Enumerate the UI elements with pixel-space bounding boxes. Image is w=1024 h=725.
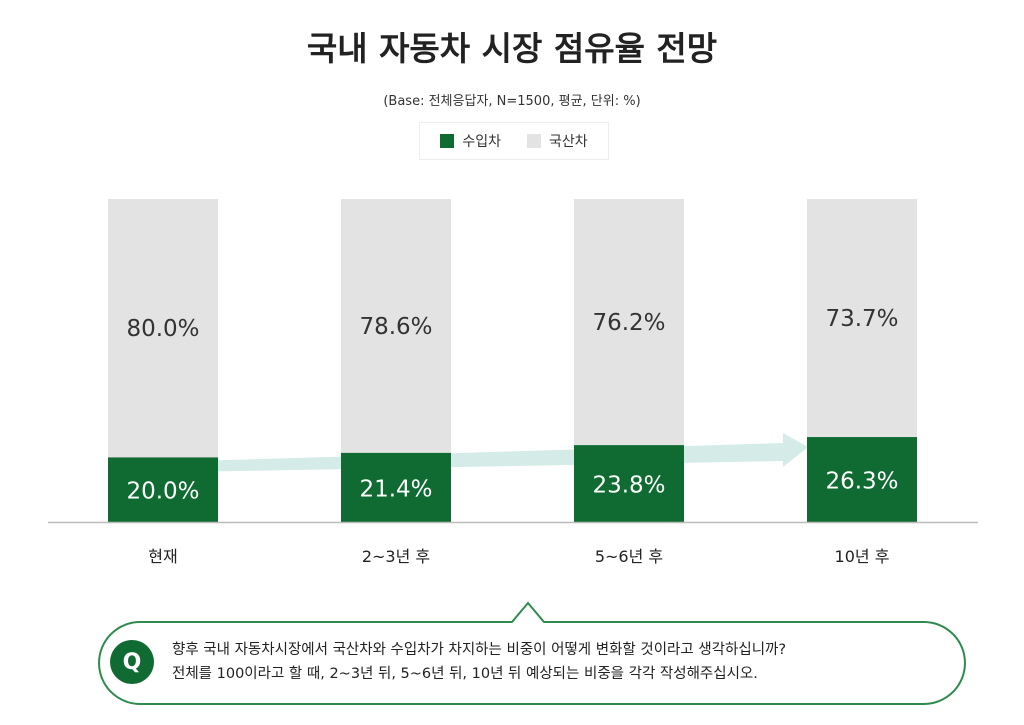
bar-import bbox=[341, 452, 451, 522]
question-text: 향후 국내 자동차시장에서 국산차와 수입차가 차지하는 비중이 어떻게 변화할… bbox=[172, 638, 786, 686]
label-domestic: 78.6% bbox=[359, 314, 432, 340]
question-line-1: 향후 국내 자동차시장에서 국산차와 수입차가 차지하는 비중이 어떻게 변화할… bbox=[172, 642, 787, 658]
trend-arrow bbox=[218, 433, 808, 472]
label-import: 26.3% bbox=[825, 469, 898, 495]
bar-domestic bbox=[574, 199, 684, 446]
legend-item-domestic: 국산차 bbox=[527, 131, 588, 151]
bar-import bbox=[807, 437, 917, 522]
x-tick-label: 5~6년 후 bbox=[595, 547, 663, 566]
legend: 수입차 국산차 bbox=[419, 122, 609, 160]
chart-plot: 80.0% 20.0% 현재 78.6% 21.4% 2~3년 후 76.2% 23.8% 5~… bbox=[48, 199, 978, 566]
question-line-2: 전체를 100이라고 할 때, 2~3년 뒤, 5~6년 뒤, 10년 뒤 예상… bbox=[172, 666, 758, 682]
x-tick-label: 10년 후 bbox=[835, 547, 890, 566]
label-import: 20.0% bbox=[126, 479, 199, 505]
label-domestic: 73.7% bbox=[825, 306, 898, 332]
label-domestic: 80.0% bbox=[126, 316, 199, 342]
chart-subtitle: (Base: 전체응답자, N=1500, 평균, 단위: %) bbox=[383, 94, 641, 109]
legend-item-import: 수입차 bbox=[440, 131, 501, 151]
label-domestic: 76.2% bbox=[592, 310, 665, 336]
bar-import bbox=[108, 457, 218, 522]
bar-domestic bbox=[807, 199, 917, 438]
legend-swatch-domestic bbox=[527, 134, 541, 148]
bar-domestic bbox=[341, 199, 451, 453]
bar-domestic bbox=[108, 199, 218, 458]
legend-swatch-import bbox=[440, 134, 455, 148]
question-badge: Q bbox=[110, 640, 154, 684]
legend-label-domestic: 국산차 bbox=[549, 134, 588, 150]
chart-title: 국내 자동차 시장 점유율 전망 bbox=[306, 29, 718, 68]
label-import: 23.8% bbox=[592, 473, 665, 499]
x-tick-label: 2~3년 후 bbox=[362, 547, 430, 566]
legend-label-import: 수입차 bbox=[462, 134, 501, 150]
bar-import bbox=[574, 445, 684, 522]
label-import: 21.4% bbox=[359, 476, 432, 502]
x-tick-label: 현재 bbox=[148, 547, 177, 566]
